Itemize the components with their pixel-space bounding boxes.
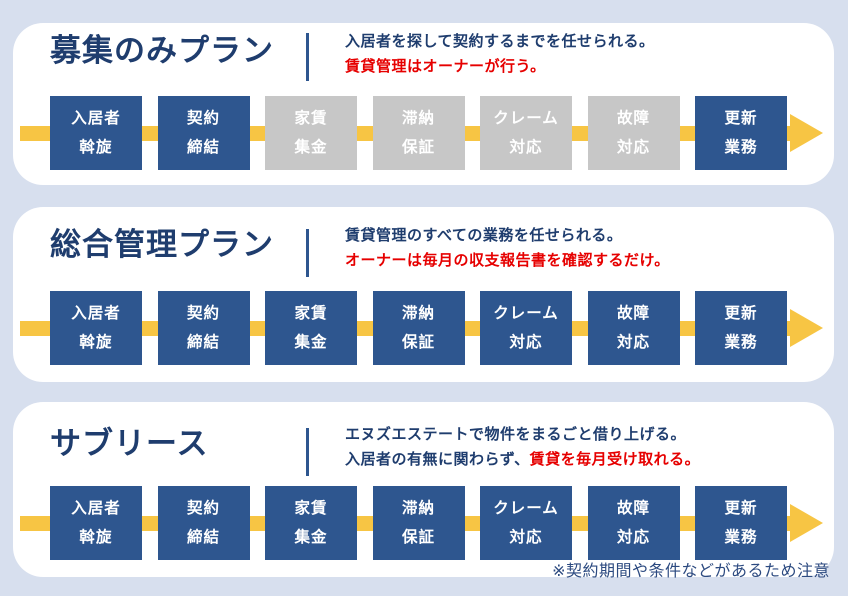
step-box-contract-signing: 契約 締結 <box>157 291 250 365</box>
step-label-line2: 保証 <box>401 139 435 156</box>
step-label-line1: クレーム <box>493 305 559 322</box>
workflow-steps: 入居者 斡旋 契約 締結 家賃 集金 滞納 保証 クレーム 対応 故障 対応 <box>50 486 787 560</box>
step-label-line1: 故障 <box>616 500 650 517</box>
step-box-renewal-work: 更新 業務 <box>695 486 787 560</box>
step-label-line1: クレーム <box>493 110 559 127</box>
step-box-complaint-handling: クレーム 対応 <box>480 291 572 365</box>
step-box-delinquency-guarantee: 滞納 保証 <box>372 96 465 170</box>
step-label-line1: 更新 <box>724 110 758 127</box>
workflow-row: 入居者 斡旋 契約 締結 家賃 集金 滞納 保証 クレーム 対応 故障 対応 <box>13 291 834 365</box>
step-label-line2: 集金 <box>294 139 328 156</box>
step-label-line2: 集金 <box>294 334 328 351</box>
plan-description: 賃貸管理のすべての業務を任せられる。 オーナーは毎月の収支報告書を確認するだけ。 <box>345 223 670 273</box>
plan-description-line2-red: オーナーは毎月の収支報告書を確認するだけ。 <box>345 252 670 269</box>
step-box-complaint-handling: クレーム 対応 <box>480 486 572 560</box>
step-label-line1: 入居者 <box>71 110 121 127</box>
step-label-line2: 締結 <box>186 334 220 351</box>
step-box-contract-signing: 契約 締結 <box>157 486 250 560</box>
step-box-delinquency-guarantee: 滞納 保証 <box>372 291 465 365</box>
flow-arrow-head-icon <box>790 114 823 152</box>
step-label-line1: 契約 <box>186 110 220 127</box>
title-divider <box>306 33 309 81</box>
plan-title: 募集のみプラン <box>50 33 274 68</box>
step-label-line2: 斡旋 <box>79 139 113 156</box>
title-divider <box>306 428 309 476</box>
step-label-line1: 入居者 <box>71 500 121 517</box>
step-label-line2: 保証 <box>401 529 435 546</box>
step-label-line1: 滞納 <box>401 500 435 517</box>
step-label-line1: 滞納 <box>401 305 435 322</box>
step-box-repair-handling: 故障 対応 <box>587 96 680 170</box>
plan-description-line2: オーナーは毎月の収支報告書を確認するだけ。 <box>345 248 670 273</box>
flow-arrow-head-icon <box>790 504 823 542</box>
workflow-row: 入居者 斡旋 契約 締結 家賃 集金 滞納 保証 クレーム 対応 故障 対応 <box>13 96 834 170</box>
title-divider <box>306 229 309 277</box>
plan-description-line1: 入居者を探して契約するまでを任せられる。 <box>345 33 655 50</box>
step-label-line1: 故障 <box>616 110 650 127</box>
step-label-line1: 入居者 <box>71 305 121 322</box>
step-label-line1: 故障 <box>616 305 650 322</box>
step-box-renewal-work: 更新 業務 <box>695 291 787 365</box>
step-box-tenant-placement: 入居者 斡旋 <box>50 96 142 170</box>
step-box-rent-collection: 家賃 集金 <box>265 96 357 170</box>
step-label-line2: 対応 <box>509 139 543 156</box>
step-label-line1: 家賃 <box>294 500 328 517</box>
step-label-line2: 対応 <box>616 139 650 156</box>
step-label-line2: 対応 <box>509 334 543 351</box>
step-label-line2: 対応 <box>509 529 543 546</box>
step-label-line2: 対応 <box>616 529 650 546</box>
step-label-line2: 斡旋 <box>79 334 113 351</box>
step-label-line1: 更新 <box>724 305 758 322</box>
step-label-line2: 業務 <box>724 334 758 351</box>
plan-title: 総合管理プラン <box>50 227 274 262</box>
step-label-line1: 家賃 <box>294 110 328 127</box>
step-box-rent-collection: 家賃 集金 <box>265 291 357 365</box>
plan-description-line1: 賃貸管理のすべての業務を任せられる。 <box>345 227 623 244</box>
step-label-line2: 締結 <box>186 139 220 156</box>
step-box-complaint-handling: クレーム 対応 <box>480 96 572 170</box>
step-box-tenant-placement: 入居者 斡旋 <box>50 486 142 560</box>
workflow-steps: 入居者 斡旋 契約 締結 家賃 集金 滞納 保証 クレーム 対応 故障 対応 <box>50 96 787 170</box>
step-label-line1: 契約 <box>186 305 220 322</box>
step-label-line2: 保証 <box>401 334 435 351</box>
step-box-tenant-placement: 入居者 斡旋 <box>50 291 142 365</box>
plan-description-line1: エヌズエステートで物件をまるごと借り上げる。 <box>345 426 687 443</box>
step-label-line1: 契約 <box>186 500 220 517</box>
step-label-line2: 斡旋 <box>79 529 113 546</box>
workflow-steps: 入居者 斡旋 契約 締結 家賃 集金 滞納 保証 クレーム 対応 故障 対応 <box>50 291 787 365</box>
plan-card-sublease: サブリース エヌズエステートで物件をまるごと借り上げる。 入居者の有無に関わらず… <box>13 402 834 577</box>
step-label-line1: 家賃 <box>294 305 328 322</box>
step-box-repair-handling: 故障 対応 <box>587 291 680 365</box>
plan-description-line2: 賃貸管理はオーナーが行う。 <box>345 54 655 79</box>
plan-description-line2-red: 賃貸を毎月受け取れる。 <box>529 451 701 468</box>
step-label-line2: 対応 <box>616 334 650 351</box>
footnote: ※契約期間や条件などがあるため注意 <box>552 563 830 580</box>
flow-arrow-head-icon <box>790 309 823 347</box>
step-label-line2: 業務 <box>724 139 758 156</box>
plan-description: 入居者を探して契約するまでを任せられる。 賃貸管理はオーナーが行う。 <box>345 29 655 79</box>
step-box-delinquency-guarantee: 滞納 保証 <box>372 486 465 560</box>
plan-card-full-management: 総合管理プラン 賃貸管理のすべての業務を任せられる。 オーナーは毎月の収支報告書… <box>13 207 834 382</box>
plan-description-line2-red: 賃貸管理はオーナーが行う。 <box>345 58 546 75</box>
step-label-line2: 締結 <box>186 529 220 546</box>
step-label-line2: 集金 <box>294 529 328 546</box>
plan-description-line2-normal: 入居者の有無に関わらず、 <box>345 451 530 468</box>
step-label-line1: 更新 <box>724 500 758 517</box>
step-label-line1: 滞納 <box>401 110 435 127</box>
step-box-renewal-work: 更新 業務 <box>695 96 787 170</box>
step-box-rent-collection: 家賃 集金 <box>265 486 357 560</box>
plan-title: サブリース <box>50 426 209 461</box>
plan-description: エヌズエステートで物件をまるごと借り上げる。 入居者の有無に関わらず、賃貸を毎月… <box>345 422 700 472</box>
workflow-row: 入居者 斡旋 契約 締結 家賃 集金 滞納 保証 クレーム 対応 故障 対応 <box>13 486 834 560</box>
step-box-contract-signing: 契約 締結 <box>157 96 250 170</box>
step-box-repair-handling: 故障 対応 <box>587 486 680 560</box>
step-label-line2: 業務 <box>724 529 758 546</box>
plan-card-recruitment-only: 募集のみプラン 入居者を探して契約するまでを任せられる。 賃貸管理はオーナーが行… <box>13 23 834 185</box>
plan-description-line2: 入居者の有無に関わらず、賃貸を毎月受け取れる。 <box>345 447 700 472</box>
step-label-line1: クレーム <box>493 500 559 517</box>
